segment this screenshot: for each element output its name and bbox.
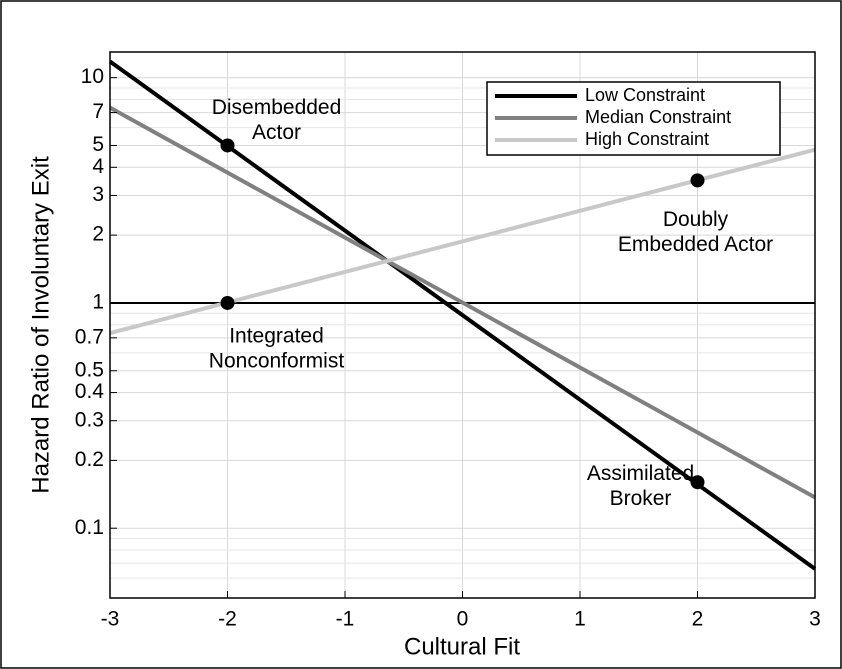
x-tick-label: 0 <box>457 608 469 631</box>
x-tick-label: 3 <box>809 608 821 631</box>
annotation: Broker <box>610 487 672 510</box>
y-tick-label: 3 <box>92 183 104 206</box>
point-marker <box>690 475 705 490</box>
y-tick-label: 0.2 <box>75 448 104 471</box>
x-tick-label: 2 <box>692 608 704 631</box>
annotation: Disembedded <box>212 96 342 119</box>
annotation: Actor <box>252 121 301 144</box>
y-tick-label: 5 <box>92 133 104 156</box>
x-tick-label: -2 <box>218 608 237 631</box>
x-tick-label: 1 <box>574 608 586 631</box>
y-tick-label: 1 <box>92 290 104 313</box>
series-line <box>109 105 816 500</box>
y-tick-label: 7 <box>92 100 104 123</box>
y-axis-label: Hazard Ratio of Involuntary Exit <box>27 156 54 494</box>
y-tick-label: 0.4 <box>75 380 105 403</box>
plot <box>108 59 817 571</box>
annotation: Integrated <box>229 324 324 347</box>
x-tick-label: -3 <box>101 608 120 631</box>
point-marker <box>220 295 235 310</box>
annotation: Nonconformist <box>209 349 345 372</box>
point-marker <box>220 138 235 153</box>
legend-label: Low Constraint <box>585 85 705 105</box>
y-tick-label: 10 <box>81 65 104 88</box>
y-tick-label: 0.1 <box>75 516 104 539</box>
legend-label: Median Constraint <box>585 107 731 127</box>
legend-label: High Constraint <box>585 129 709 149</box>
x-tick-label: -1 <box>336 608 355 631</box>
y-tick-label: 2 <box>92 223 104 246</box>
y-tick-label: 0.5 <box>75 358 104 381</box>
annotation: Embedded Actor <box>618 233 773 256</box>
y-tick-label: 4 <box>92 155 104 178</box>
point-marker <box>690 173 705 188</box>
annotation: Doubly <box>663 208 729 231</box>
x-axis-label: Cultural Fit <box>404 633 520 660</box>
y-tick-label: 0.3 <box>75 408 104 431</box>
annotation: Assimilated <box>587 462 694 485</box>
y-tick-label: 0.7 <box>75 325 104 348</box>
